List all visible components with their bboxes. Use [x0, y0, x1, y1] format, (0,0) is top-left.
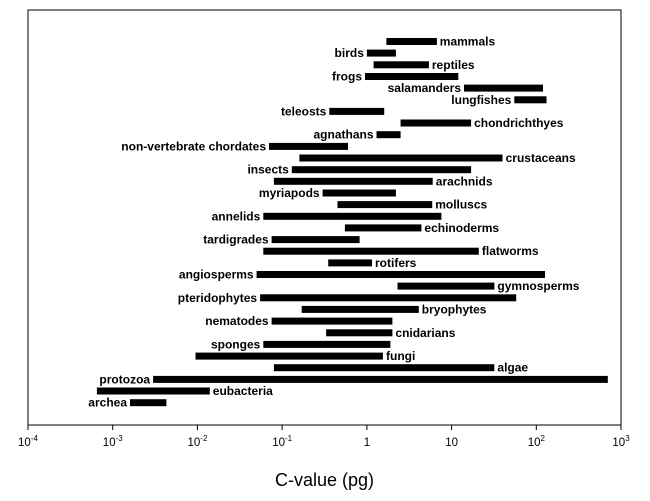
- bar-insects: [291, 166, 472, 174]
- label-annelids: annelids: [212, 209, 261, 223]
- bar-salamanders: [464, 84, 543, 92]
- x-tick-base: 10: [188, 437, 201, 449]
- bar-gymnosperms: [397, 282, 495, 290]
- bar-echinoderms: [344, 224, 422, 232]
- label-frogs: frogs: [332, 70, 362, 84]
- bar-teleosts: [329, 107, 385, 115]
- label-angiosperms: angiosperms: [179, 268, 254, 282]
- label-nematodes: nematodes: [205, 314, 269, 328]
- label-tardigrades: tardigrades: [203, 233, 269, 247]
- label-protozoa: protozoa: [99, 372, 150, 386]
- label-arachnids: arachnids: [436, 174, 493, 188]
- x-tick-base: 10: [18, 437, 31, 449]
- bar-crustaceans: [299, 154, 503, 162]
- bar-fungi: [195, 352, 383, 360]
- bar-non-vertebrate-chordates: [269, 142, 348, 150]
- x-tick-label: 10 -1: [272, 434, 292, 449]
- x-axis: 10 -4 10 -3 10 -2 10 -1 1 10 10 2 10 3: [18, 425, 630, 449]
- x-tick-base: 10: [528, 437, 541, 449]
- bar-archea: [130, 399, 167, 407]
- label-bryophytes: bryophytes: [422, 302, 487, 316]
- bar-annelids: [263, 212, 442, 220]
- bar-bryophytes: [301, 305, 419, 313]
- x-tick-label: 1: [364, 437, 370, 449]
- label-gymnosperms: gymnosperms: [497, 279, 579, 293]
- label-archea: archea: [88, 396, 127, 410]
- x-tick-base: 1: [364, 437, 370, 449]
- bar-pteridophytes: [260, 294, 517, 302]
- x-tick-label: 10 -2: [188, 434, 208, 449]
- bar-eubacteria: [96, 387, 210, 395]
- x-tick-label: 10 2: [528, 434, 546, 449]
- label-fungi: fungi: [386, 349, 415, 363]
- bar-cnidarians: [326, 329, 393, 337]
- bar-rotifers: [328, 259, 372, 267]
- label-algae: algae: [497, 361, 528, 375]
- label-crustaceans: crustaceans: [506, 151, 576, 165]
- label-insects: insects: [247, 163, 289, 177]
- bar-protozoa: [153, 375, 608, 383]
- bar-molluscs: [337, 201, 433, 209]
- label-pteridophytes: pteridophytes: [178, 291, 258, 305]
- x-tick-exponent: -3: [116, 434, 124, 443]
- x-tick-exponent: -2: [200, 434, 208, 443]
- bar-lungfishes: [514, 96, 547, 104]
- bar-algae: [273, 364, 495, 372]
- x-tick-base: 10: [103, 437, 116, 449]
- x-tick-label: 10 -4: [18, 434, 38, 449]
- x-tick-base: 10: [445, 437, 458, 449]
- labels-layer: mammals birds reptiles frogs salamanderslung…: [88, 35, 579, 410]
- label-echinoderms: echinoderms: [424, 221, 499, 235]
- label-lungfishes: lungfishes: [451, 93, 511, 107]
- bar-mammals: [386, 38, 437, 45]
- bar-sponges: [263, 340, 391, 348]
- x-tick-label: 10 3: [612, 434, 630, 449]
- label-eubacteria: eubacteria: [213, 384, 273, 398]
- x-tick-exponent: -4: [31, 434, 39, 443]
- bar-agnathans: [376, 131, 401, 139]
- label-agnathans: agnathans: [313, 128, 373, 142]
- label-birds: birds: [335, 46, 365, 60]
- label-cnidarians: cnidarians: [395, 326, 455, 340]
- label-chondrichthyes: chondrichthyes: [474, 116, 564, 130]
- label-non-vertebrate-chordates: non-vertebrate chordates: [121, 139, 266, 153]
- x-tick-exponent: 3: [625, 434, 630, 443]
- label-reptiles: reptiles: [432, 58, 475, 72]
- x-tick-exponent: 2: [541, 434, 546, 443]
- bar-flatworms: [263, 247, 479, 255]
- bar-myriapods: [322, 189, 396, 197]
- x-tick-base: 10: [612, 437, 625, 449]
- label-sponges: sponges: [211, 337, 261, 351]
- x-tick-base: 10: [272, 437, 285, 449]
- bar-chondrichthyes: [400, 119, 472, 127]
- bar-tardigrades: [271, 236, 360, 244]
- label-teleosts: teleosts: [281, 104, 327, 118]
- bar-reptiles: [373, 61, 429, 69]
- bar-frogs: [365, 73, 459, 80]
- x-tick-label: 10: [445, 437, 458, 449]
- x-tick-label: 10 -3: [103, 434, 123, 449]
- bar-arachnids: [273, 177, 433, 185]
- label-molluscs: molluscs: [435, 198, 487, 212]
- label-flatworms: flatworms: [482, 244, 539, 258]
- label-rotifers: rotifers: [375, 256, 417, 270]
- label-myriapods: myriapods: [259, 186, 320, 200]
- label-salamanders: salamanders: [388, 81, 462, 95]
- bar-nematodes: [271, 317, 393, 325]
- x-axis-title: C-value (pg): [275, 470, 374, 490]
- label-mammals: mammals: [440, 35, 496, 49]
- x-tick-exponent: -1: [285, 434, 293, 443]
- bar-birds: [366, 49, 396, 57]
- bars-layer: [96, 38, 608, 407]
- bar-angiosperms: [256, 271, 545, 278]
